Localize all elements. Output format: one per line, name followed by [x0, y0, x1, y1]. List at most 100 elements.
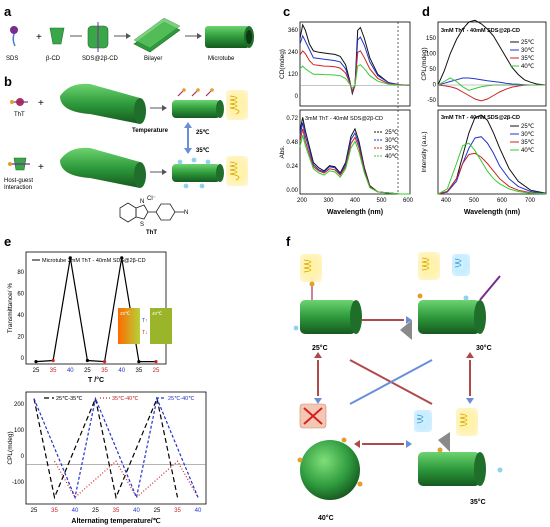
- panel-a: a + SDS β-CD SDS@2β-CD Bilayer: [4, 4, 254, 62]
- bilayer-icon: [133, 17, 181, 53]
- state-35c: 35°C: [414, 408, 503, 506]
- d-legend-top-label-3: 40℃: [521, 64, 535, 70]
- chart-d-bottom-lines: [437, 114, 547, 195]
- cpl-spiral-yellow-icon: [226, 90, 248, 120]
- e-top-point-2: [68, 256, 72, 260]
- panel-b: b ThT + Temperature: [4, 74, 248, 236]
- d-top-ytick-4: -50: [427, 98, 436, 104]
- cpl-spiral-yellow-icon-2: [226, 156, 248, 186]
- d-xtick-1: 500: [469, 198, 480, 204]
- c-xtick-0: 200: [297, 198, 308, 204]
- e-top-point-5: [120, 256, 124, 260]
- d-legend-top-label-1: 30℃: [521, 48, 535, 54]
- panel-c-letter: c: [283, 4, 290, 19]
- d-xtick-0: 400: [441, 198, 452, 204]
- e-top-point-1: [51, 358, 55, 363]
- label-25c-b: 25℃: [196, 129, 210, 136]
- e-xlabel-top: T /°C: [88, 376, 104, 384]
- e-top-ytick-2: 40: [17, 313, 24, 319]
- c-bottom-series-4: [299, 135, 410, 195]
- state-35c-label: 35°C: [470, 498, 486, 506]
- panel-d-letter: d: [422, 4, 430, 19]
- e-top-xtick-1: 35: [50, 368, 57, 374]
- c-top-series-1: [299, 23, 411, 96]
- c-top-ytick-3: 0: [295, 94, 299, 100]
- chart-e-top-lines: [34, 256, 158, 364]
- panel-c: c CD(mdeg) Abs. Wavelength (nm) 3mM ThT …: [279, 4, 414, 216]
- inset-t-down: T↓: [142, 330, 148, 336]
- d-ylabel-bottom: Intensity (a.u.): [421, 131, 428, 172]
- d-top-yticks: 150 100 50 0 -50: [426, 36, 437, 104]
- d-legend-top-label-2: 35℃: [521, 56, 535, 62]
- e-top-xtick-4: 35: [101, 368, 108, 374]
- state-30c-label: 30°C: [476, 344, 492, 352]
- e-bottom-ytick-1: 100: [14, 428, 25, 434]
- d-top-ytick-0: 150: [426, 36, 437, 42]
- d-legend-bottom-label-1: 30℃: [521, 132, 535, 138]
- e-ylabel-bottom: CPL(mdeg): [7, 431, 14, 464]
- e-top-series: [35, 257, 156, 363]
- label-bilayer: Bilayer: [144, 56, 162, 62]
- d-bottom-series-3: [437, 152, 547, 195]
- e-bottom-xtick-1: 35: [51, 508, 58, 514]
- sds-at-2bcd-icon: [87, 22, 109, 52]
- panel-e: e Microtube 3mM ThT - 40mM SDS@2β-CD Tra…: [4, 234, 207, 525]
- e-bottom-xtick-4: 35: [113, 508, 120, 514]
- c-xtick-4: 600: [403, 198, 414, 204]
- e-legend: Microtube 3mM ThT - 40mM SDS@2β-CD: [42, 258, 146, 264]
- svg-text:N: N: [184, 210, 188, 216]
- c-legend-label-3: 40℃: [385, 154, 399, 160]
- chart-d-top-lines: [437, 19, 547, 102]
- state-40c-label: 40°C: [318, 514, 334, 522]
- c-bottom-ytick-1: 0.48: [286, 140, 298, 146]
- c-legend: 25℃ 30℃ 35℃ 40℃: [374, 130, 399, 160]
- e-ylabel-top: Transmittance/ %: [7, 283, 14, 334]
- c-top-ytick-0: 360: [288, 28, 299, 34]
- microtube-top-icon: [60, 83, 146, 124]
- d-top-ytick-3: 0: [433, 83, 437, 89]
- tht-molecule-icon: [10, 98, 28, 106]
- e-bottom-legend: 25℃-35℃ 35℃-40℃ 25℃-40℃: [44, 396, 195, 402]
- c-top-series-2: [299, 34, 411, 94]
- c-legend-label-2: 35℃: [385, 146, 399, 152]
- label-beta-cd: β-CD: [46, 56, 61, 62]
- d-bottom-series-4: [437, 142, 547, 195]
- e-top-point-4: [102, 360, 107, 364]
- c-xlabel: Wavelength (nm): [327, 209, 383, 216]
- e-top-point-6: [137, 360, 141, 364]
- d-top-series-1: [437, 19, 547, 86]
- e-xlabel-bottom: Alternating temperature/℃: [71, 517, 160, 525]
- label-host-guest-1: Host-guest: [4, 178, 33, 184]
- e-top-point-0: [34, 360, 38, 364]
- e-bottom-xtick-5: 40: [133, 508, 140, 514]
- chart-c-bottom-lines: [299, 117, 410, 195]
- e-top-xtick-5: 40: [118, 368, 125, 374]
- panel-f: f 25°C: [286, 234, 503, 522]
- c-top-series-4: [299, 64, 411, 89]
- e-bottom-xtick-2: 40: [72, 508, 79, 514]
- e-bottom-xtick-8: 40: [195, 508, 202, 514]
- e-bottom-legend-label-0: 25℃-35℃: [56, 396, 83, 402]
- d-top-ytick-1: 100: [426, 52, 437, 58]
- c-bottom-ytick-0: 0.72: [286, 116, 298, 122]
- e-top-ytick-0: 80: [17, 270, 24, 276]
- svg-text:+: +: [38, 98, 44, 109]
- e-bottom-xtick-7: 35: [174, 508, 181, 514]
- d-title-top: 3mM ThT - 40mM SDS@2β-CD: [441, 28, 520, 34]
- c-legend-label-0: 25℃: [385, 130, 399, 136]
- panel-a-letter: a: [4, 4, 12, 19]
- state-30c: 30°C: [400, 252, 501, 352]
- svg-text:S: S: [140, 222, 144, 228]
- d-xlabel: Wavelength (nm): [464, 209, 520, 216]
- e-bottom-series-3: [33, 396, 199, 500]
- sds-molecule-icon: [10, 26, 18, 47]
- inset-40c: 40℃: [152, 311, 163, 316]
- microtube-tht-bound-icon: [172, 88, 224, 118]
- state-arrows: [314, 316, 474, 448]
- e-inset-photo: 25℃ 40℃ T↑ T↓: [118, 308, 172, 344]
- c-xtick-2: 400: [350, 198, 361, 204]
- d-legend-top-label-0: 25℃: [521, 40, 535, 46]
- panel-e-letter: e: [4, 234, 11, 249]
- c-top-series-3: [299, 50, 411, 93]
- e-bottom-xtick-3: 25: [92, 508, 99, 514]
